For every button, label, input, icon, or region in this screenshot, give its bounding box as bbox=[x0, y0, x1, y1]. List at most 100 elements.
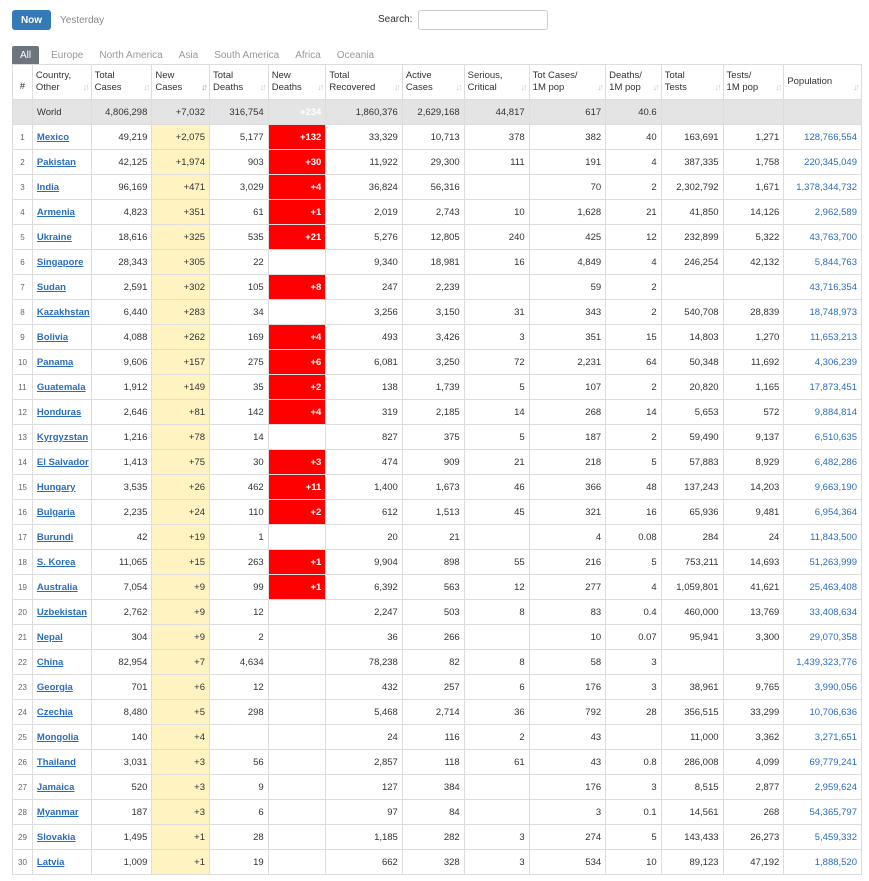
cell-rank: 28 bbox=[12, 799, 33, 825]
cell-population: 69,779,241 bbox=[783, 749, 862, 775]
cell-rank: 23 bbox=[12, 674, 33, 700]
sort-icon[interactable]: ↓↑ bbox=[143, 82, 150, 92]
cell-total-cases: 3,535 bbox=[90, 474, 153, 500]
country-link[interactable]: Honduras bbox=[36, 406, 82, 418]
sort-icon[interactable]: ↓↑ bbox=[259, 82, 267, 92]
country-link[interactable]: Myanmar bbox=[36, 806, 79, 818]
header-total-recovered[interactable]: Total Recovered ↓↑ bbox=[325, 64, 403, 100]
cell-deaths-per-1m: 0.08 bbox=[605, 524, 662, 550]
country-link[interactable]: Guatemala bbox=[36, 381, 86, 393]
cell-new-cases: +15 bbox=[151, 549, 211, 575]
header-total-cases[interactable]: Total Cases ↓↑ bbox=[90, 64, 153, 100]
cell-new-deaths bbox=[267, 749, 327, 775]
now-button[interactable]: Now bbox=[12, 10, 51, 30]
sort-icon[interactable]: ↓↑ bbox=[393, 82, 401, 92]
cell-population: 33,408,634 bbox=[783, 599, 862, 625]
cell-population: 51,263,999 bbox=[783, 549, 862, 575]
cell-total-tests: 2,302,792 bbox=[660, 174, 724, 200]
cell-active-cases: 563 bbox=[401, 574, 465, 600]
cell-population: 10,706,636 bbox=[783, 699, 862, 725]
sort-icon[interactable]: ↓↑ bbox=[597, 82, 604, 92]
header-population[interactable]: Population ↓↑ bbox=[783, 64, 862, 100]
cell-total-cases: 1,009 bbox=[90, 849, 153, 875]
cell-new-cases: +3 bbox=[151, 774, 211, 800]
sort-icon[interactable]: ↓↑ bbox=[201, 82, 208, 92]
header-total-deaths[interactable]: Total Deaths ↓↑ bbox=[209, 64, 269, 100]
cell-population: 11,653,213 bbox=[783, 324, 862, 350]
country-link[interactable]: Jamaica bbox=[36, 781, 75, 793]
country-link[interactable]: Bulgaria bbox=[36, 506, 75, 518]
header-tests-per-1m[interactable]: Tests/1M pop ↓↑ bbox=[722, 64, 785, 100]
country-link[interactable]: Nepal bbox=[36, 631, 63, 643]
country-link[interactable]: Singapore bbox=[36, 256, 84, 268]
header-total-tests[interactable]: Total Tests ↓↑ bbox=[660, 64, 724, 100]
sort-icon[interactable]: ↓↑ bbox=[520, 82, 528, 92]
country-link[interactable]: Bolivia bbox=[36, 331, 69, 343]
country-link[interactable]: Panama bbox=[36, 356, 74, 368]
country-link[interactable]: El Salvador bbox=[36, 456, 89, 468]
country-link[interactable]: Georgia bbox=[36, 681, 73, 693]
header-new-cases[interactable]: New Cases ↓↑ bbox=[151, 64, 211, 100]
country-link[interactable]: China bbox=[36, 656, 64, 668]
sort-icon[interactable]: ↓↑ bbox=[82, 82, 90, 92]
country-link[interactable]: Hungary bbox=[36, 481, 76, 493]
sort-icon[interactable]: ↓↑ bbox=[652, 82, 660, 92]
tab-europe[interactable]: Europe bbox=[51, 49, 84, 61]
cell-tests-per-1m: 3,362 bbox=[722, 724, 785, 750]
country-link[interactable]: Thailand bbox=[36, 756, 76, 768]
cell-total-recovered: 3,256 bbox=[325, 299, 403, 325]
country-link[interactable]: Burundi bbox=[36, 531, 74, 543]
country-link[interactable]: S. Korea bbox=[36, 556, 76, 568]
sort-icon[interactable]: ↓↑ bbox=[455, 82, 463, 92]
cell-population: 11,843,500 bbox=[783, 524, 862, 550]
country-link[interactable]: Mongolia bbox=[36, 731, 79, 743]
cell-total-tests: 65,936 bbox=[660, 499, 724, 525]
table-header-row: # Country, Other ↓↑ Total Cases ↓↑ New Cases ↓↑ To… bbox=[12, 64, 862, 100]
header-serious-critical[interactable]: Serious, Critical ↓↑ bbox=[463, 64, 530, 100]
table-row: 14 El Salvador 1,413 +75 30 +3 474 909 21 218 5 57,… bbox=[12, 449, 862, 475]
cell-total-tests: 8,515 bbox=[660, 774, 724, 800]
sort-icon[interactable]: ↓↑ bbox=[853, 82, 860, 92]
cell-rank: 13 bbox=[12, 424, 33, 450]
tab-all[interactable]: All bbox=[12, 46, 40, 64]
cell-total-recovered: 1,185 bbox=[325, 824, 403, 850]
cell-serious-critical: 378 bbox=[463, 124, 530, 150]
cell-country: Nepal bbox=[31, 624, 92, 650]
header-country[interactable]: Country, Other ↓↑ bbox=[31, 64, 92, 100]
cell-new-deaths bbox=[267, 699, 327, 725]
cell-new-cases: +24 bbox=[151, 499, 211, 525]
country-link[interactable]: Pakistan bbox=[36, 156, 76, 168]
cell-tests-per-1m: 8,929 bbox=[722, 449, 785, 475]
tab-africa[interactable]: Africa bbox=[295, 49, 321, 61]
country-link[interactable]: Czechia bbox=[36, 706, 73, 718]
tab-south-america[interactable]: South America bbox=[214, 49, 280, 61]
header-deaths-per-1m[interactable]: Deaths/1M pop ↓↑ bbox=[605, 64, 662, 100]
cell-country: Ukraine bbox=[31, 224, 92, 250]
country-link[interactable]: Mexico bbox=[36, 131, 70, 143]
country-link[interactable]: Armenia bbox=[36, 206, 75, 218]
sort-icon[interactable]: ↓↑ bbox=[714, 82, 722, 92]
yesterday-button[interactable]: Yesterday bbox=[60, 14, 105, 26]
tab-asia[interactable]: Asia bbox=[178, 49, 199, 61]
sort-icon[interactable]: ↓↑ bbox=[775, 82, 782, 92]
tab-north-america[interactable]: North America bbox=[99, 49, 163, 61]
country-link[interactable]: Slovakia bbox=[36, 831, 76, 843]
header-cases-per-1m[interactable]: Tot Cases/1M pop ↓↑ bbox=[528, 64, 607, 100]
country-link[interactable]: Sudan bbox=[36, 281, 66, 293]
country-link[interactable]: Latvia bbox=[36, 856, 65, 868]
country-link[interactable]: Ukraine bbox=[36, 231, 72, 243]
country-link[interactable]: Uzbekistan bbox=[36, 606, 88, 618]
country-link[interactable]: Kyrgyzstan bbox=[36, 431, 89, 443]
country-link[interactable]: Kazakhstan bbox=[36, 306, 90, 318]
sort-icon[interactable]: ↓↑ bbox=[317, 82, 324, 92]
header-active-cases[interactable]: Active Cases ↓↑ bbox=[401, 64, 465, 100]
cell-rank: 2 bbox=[12, 149, 33, 175]
search-input[interactable] bbox=[418, 10, 548, 30]
cell-active-cases: 384 bbox=[401, 774, 465, 800]
header-new-deaths[interactable]: New Deaths ↓↑ bbox=[267, 64, 327, 100]
header-rank[interactable]: # bbox=[12, 64, 33, 100]
country-link[interactable]: Australia bbox=[36, 581, 78, 593]
tab-oceania[interactable]: Oceania bbox=[336, 49, 375, 61]
cell-serious-critical: 16 bbox=[463, 249, 530, 275]
country-link[interactable]: India bbox=[36, 181, 60, 193]
